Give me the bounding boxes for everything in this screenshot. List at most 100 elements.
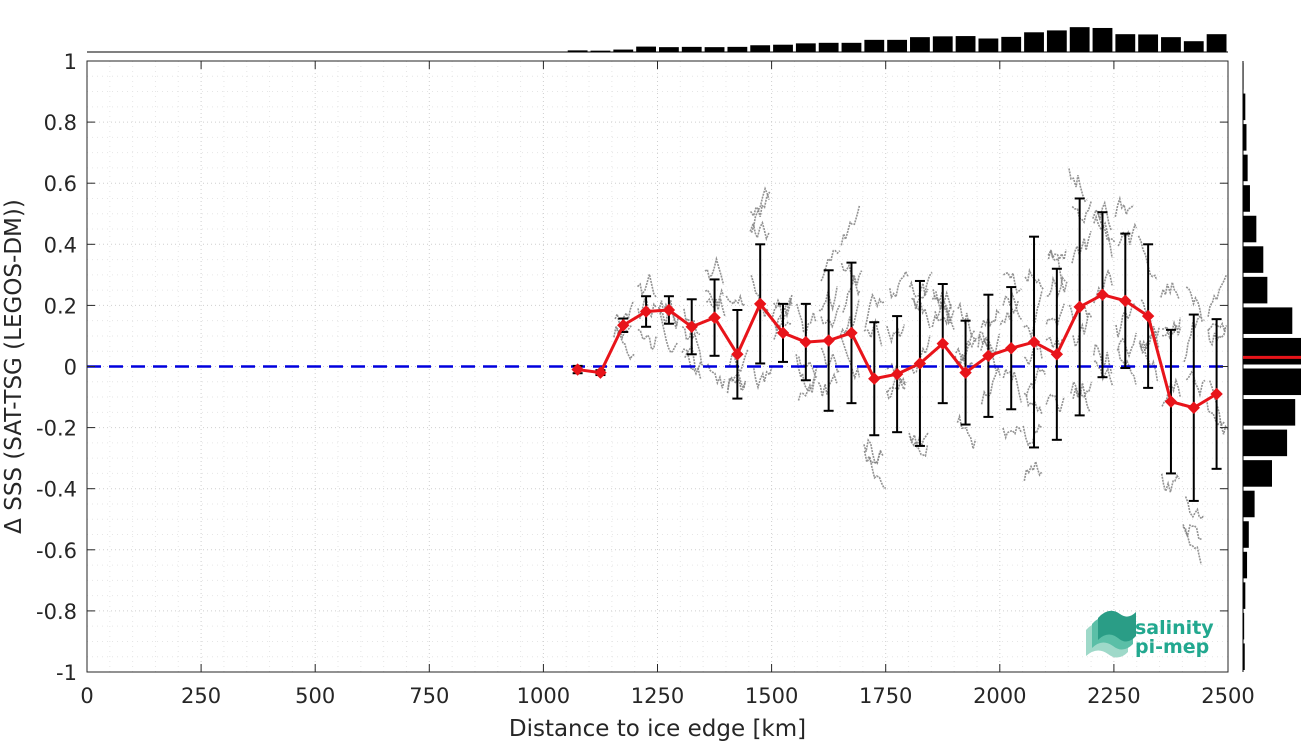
right-histogram-bar	[1243, 246, 1264, 273]
scatter-track	[840, 204, 861, 246]
right-histogram-bar	[1243, 63, 1244, 90]
scatter-track	[1045, 393, 1065, 415]
scatter-track	[980, 308, 1000, 329]
scatter-track	[1072, 381, 1093, 401]
scatter-track	[750, 186, 770, 233]
right-histogram-bar	[1243, 215, 1257, 243]
top-histogram-bar	[978, 38, 999, 52]
y-tick-label: 0.6	[44, 172, 77, 196]
x-tick-label: 1750	[859, 684, 912, 708]
scatter-track	[999, 300, 1020, 326]
scatter-track	[864, 292, 885, 328]
data-point	[617, 319, 630, 332]
scatter-track	[889, 269, 909, 300]
scatter-track	[863, 317, 883, 347]
data-point	[890, 367, 904, 381]
scatter-track	[867, 454, 887, 489]
right-histogram-bar	[1243, 612, 1245, 640]
top-histogram-bar	[681, 46, 702, 52]
top-histogram-bar	[932, 36, 953, 52]
logo-wave-icon	[1086, 610, 1136, 658]
scatter-track	[613, 324, 633, 340]
data-point	[1187, 401, 1200, 414]
scatter-track	[725, 293, 746, 308]
scatter-track	[820, 249, 841, 282]
scatter-track	[956, 413, 977, 449]
scatter-track	[636, 273, 658, 299]
right-histogram-bar	[1243, 399, 1296, 426]
scatter-track	[863, 449, 885, 466]
data-point	[822, 334, 835, 347]
right-histogram-bar	[1243, 185, 1250, 212]
scatter-track	[1208, 321, 1228, 333]
top-histogram-bar	[864, 39, 885, 52]
scatter-track	[1047, 249, 1067, 263]
data-point	[868, 372, 881, 385]
y-tick-label: -0.8	[36, 600, 77, 624]
top-histogram-bar	[795, 43, 816, 52]
top-histogram-bar	[590, 50, 611, 52]
scatter-track	[912, 271, 933, 310]
scatter-track	[749, 220, 770, 242]
scatter-track	[1116, 332, 1137, 359]
data-point	[708, 311, 721, 324]
right-histogram-bar	[1243, 93, 1246, 121]
data-point	[731, 348, 744, 361]
x-tick-labels: 0 250 500 750 1000 1250 1500 1750 2000 2250 2500	[80, 684, 1254, 708]
y-axis-label: Δ SSS (SAT-TSG (LEGOS-DM))	[1, 199, 27, 534]
top-histogram-bar	[1001, 36, 1022, 52]
data-point	[685, 320, 698, 333]
top-histogram-bar	[955, 36, 976, 52]
scatter-track	[1185, 286, 1205, 322]
scatter-track	[1071, 230, 1092, 264]
scatter-track	[659, 310, 680, 329]
scatter-track	[1117, 348, 1137, 385]
scatter-track	[1068, 168, 1088, 203]
scatter-track	[1024, 267, 1044, 290]
scatter-track	[684, 343, 704, 371]
data-point	[571, 363, 584, 376]
scatter-track	[1023, 458, 1043, 481]
scatter-track	[1023, 341, 1043, 367]
data-point	[639, 305, 653, 318]
scatter-track	[1045, 303, 1065, 330]
scatter-track	[1184, 496, 1205, 520]
y-tick-label: -1	[56, 661, 77, 685]
y-tick-label: -0.2	[36, 417, 77, 441]
scatter-track	[1182, 524, 1202, 565]
scatter-track	[957, 301, 977, 342]
scatter-track	[657, 306, 679, 354]
scatter-track	[704, 255, 725, 285]
right-histogram-bar	[1243, 124, 1247, 151]
data-point	[594, 366, 607, 379]
salinity-pi-mep-logo: salinity pi-mep	[1086, 610, 1214, 658]
x-tick-label: 0	[80, 684, 93, 708]
top-histogram-bar	[636, 46, 656, 52]
top-histogram-bar	[1161, 37, 1181, 52]
right-histogram-bar	[1243, 521, 1249, 548]
top-histogram-bar	[1069, 27, 1090, 52]
data-point	[1027, 335, 1041, 349]
top-histogram-bar	[750, 45, 771, 52]
scatter-track	[1045, 335, 1065, 351]
scatter-track	[705, 363, 726, 389]
scatter-track	[957, 337, 977, 365]
scatter-track	[931, 302, 953, 328]
right-histogram-bar	[1243, 307, 1293, 334]
top-histogram-bar	[727, 46, 748, 52]
scatter-track	[817, 372, 838, 397]
scatter-track	[1093, 214, 1113, 259]
right-histogram-bar	[1243, 582, 1246, 609]
scatter-track	[1182, 523, 1202, 540]
data-point	[776, 326, 790, 340]
scatter-track	[704, 287, 725, 308]
scatter-track	[1208, 380, 1229, 435]
scatter-track	[616, 327, 636, 361]
data-point	[959, 366, 972, 379]
y-tick-label: 0.4	[44, 233, 77, 257]
right-histogram-bar	[1243, 643, 1245, 670]
scatter-track	[1092, 200, 1112, 231]
data-point	[1210, 387, 1223, 401]
x-tick-label: 1000	[517, 684, 570, 708]
scatter-track	[1023, 290, 1043, 340]
